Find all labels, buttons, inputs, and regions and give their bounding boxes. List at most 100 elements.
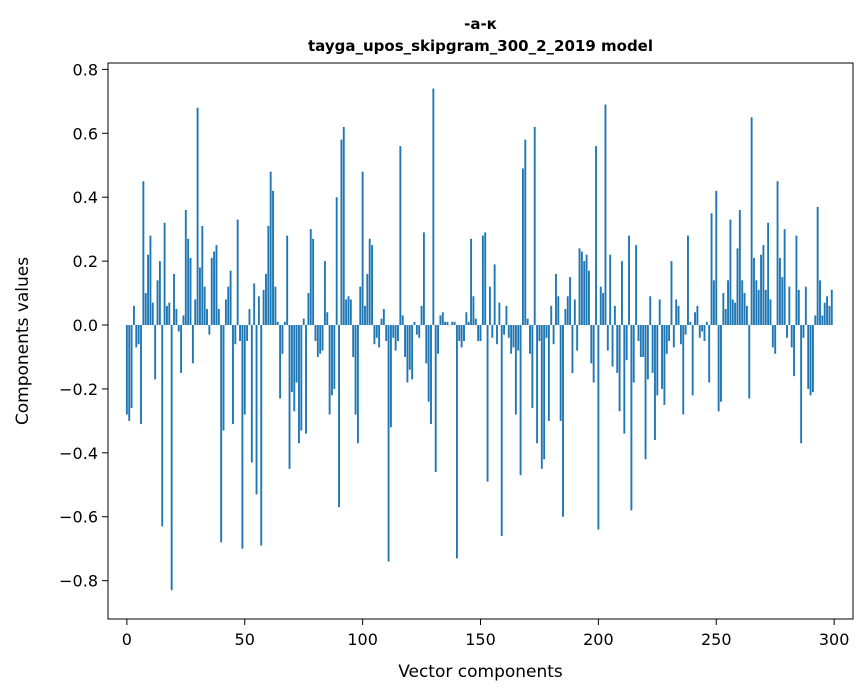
- bar-205: [609, 254, 612, 326]
- chart-subtitle: tayga_upos_skipgram_300_2_2019 model: [308, 37, 653, 55]
- bar-37: [213, 251, 216, 326]
- bar-60: [267, 225, 270, 326]
- bar-87: [331, 325, 333, 396]
- bar-192: [578, 248, 581, 326]
- bar-219: [642, 325, 645, 357]
- bar-107: [378, 325, 381, 348]
- bar-154: [488, 286, 491, 326]
- bar-213: [628, 235, 630, 326]
- y-tick-label-3: −0.2: [59, 380, 98, 399]
- bar-277: [778, 257, 781, 326]
- bar-193: [580, 251, 583, 326]
- bar-217: [637, 325, 640, 341]
- bar-297: [826, 296, 829, 326]
- bar-298: [828, 305, 831, 326]
- bar-281: [788, 286, 791, 326]
- bar-241: [694, 312, 696, 326]
- bar-299: [830, 289, 833, 326]
- bar-285: [797, 289, 800, 326]
- bar-139: [453, 321, 456, 326]
- x-axis-label: Vector components: [398, 662, 563, 682]
- bar-89: [335, 197, 338, 326]
- bar-257: [731, 299, 734, 326]
- bar-265: [750, 117, 753, 326]
- bar-64: [276, 321, 279, 326]
- bar-55: [255, 325, 258, 495]
- bar-99: [359, 286, 362, 326]
- bar-186: [564, 309, 567, 326]
- bar-179: [547, 325, 550, 421]
- bar-279: [783, 229, 786, 326]
- bar-231: [670, 261, 673, 326]
- bar-50: [243, 325, 246, 415]
- bar-84: [323, 261, 326, 326]
- bar-78: [309, 229, 312, 326]
- bar-16: [163, 222, 166, 326]
- bar-62: [272, 190, 274, 326]
- bar-289: [807, 325, 810, 389]
- y-tick-label-2: −0.4: [59, 444, 98, 463]
- bar-220: [644, 325, 647, 460]
- bar-80: [314, 325, 317, 341]
- y-tick-label-6: 0.4: [73, 188, 98, 207]
- x-tick-label-0: 0: [122, 630, 132, 649]
- bar-199: [595, 146, 597, 326]
- bar-230: [668, 325, 671, 341]
- bar-94: [347, 296, 350, 326]
- bars-group: [125, 88, 833, 591]
- bar-261: [741, 280, 744, 326]
- bar-125: [420, 305, 423, 326]
- bar-44: [229, 270, 232, 326]
- bar-160: [503, 325, 506, 335]
- x-tick-label-5: 250: [701, 630, 732, 649]
- bar-218: [639, 325, 642, 357]
- bar-31: [199, 267, 201, 326]
- bar-41: [222, 325, 225, 431]
- bar-282: [790, 325, 793, 348]
- bar-79: [312, 238, 315, 326]
- bar-274: [771, 325, 774, 348]
- bar-249: [712, 280, 715, 326]
- bar-103: [368, 238, 371, 326]
- bar-235: [679, 325, 682, 345]
- bar-129: [430, 325, 432, 425]
- bar-81: [316, 325, 319, 357]
- bar-290: [809, 325, 812, 396]
- bar-175: [538, 325, 541, 341]
- bar-204: [606, 325, 609, 351]
- bar-8: [144, 293, 147, 326]
- bar-38: [215, 245, 218, 326]
- bar-72: [295, 325, 298, 383]
- bar-42: [224, 299, 227, 326]
- bar-33: [203, 286, 206, 326]
- bar-176: [540, 325, 543, 469]
- bar-174: [536, 325, 539, 444]
- bar-118: [404, 325, 406, 357]
- bar-248: [710, 213, 713, 326]
- bar-293: [816, 206, 819, 326]
- bar-198: [592, 325, 595, 383]
- bar-222: [649, 296, 652, 326]
- bar-128: [427, 325, 430, 402]
- bar-152: [484, 232, 487, 326]
- bar-256: [729, 219, 732, 326]
- bar-101: [364, 305, 366, 326]
- bar-77: [307, 293, 310, 326]
- bar-15: [161, 325, 164, 527]
- bar-138: [451, 321, 454, 326]
- bar-200: [597, 325, 600, 530]
- bar-108: [380, 318, 383, 326]
- x-tick-label-1: 50: [235, 630, 255, 649]
- bar-22: [177, 325, 180, 332]
- bar-95: [349, 299, 352, 326]
- bar-162: [507, 325, 510, 338]
- bar-185: [562, 325, 564, 517]
- bar-82: [319, 325, 322, 354]
- bar-146: [470, 238, 473, 326]
- bar-210: [621, 261, 623, 326]
- bar-225: [656, 325, 659, 396]
- bar-150: [479, 325, 482, 341]
- bar-260: [738, 209, 741, 326]
- bar-19: [170, 325, 173, 591]
